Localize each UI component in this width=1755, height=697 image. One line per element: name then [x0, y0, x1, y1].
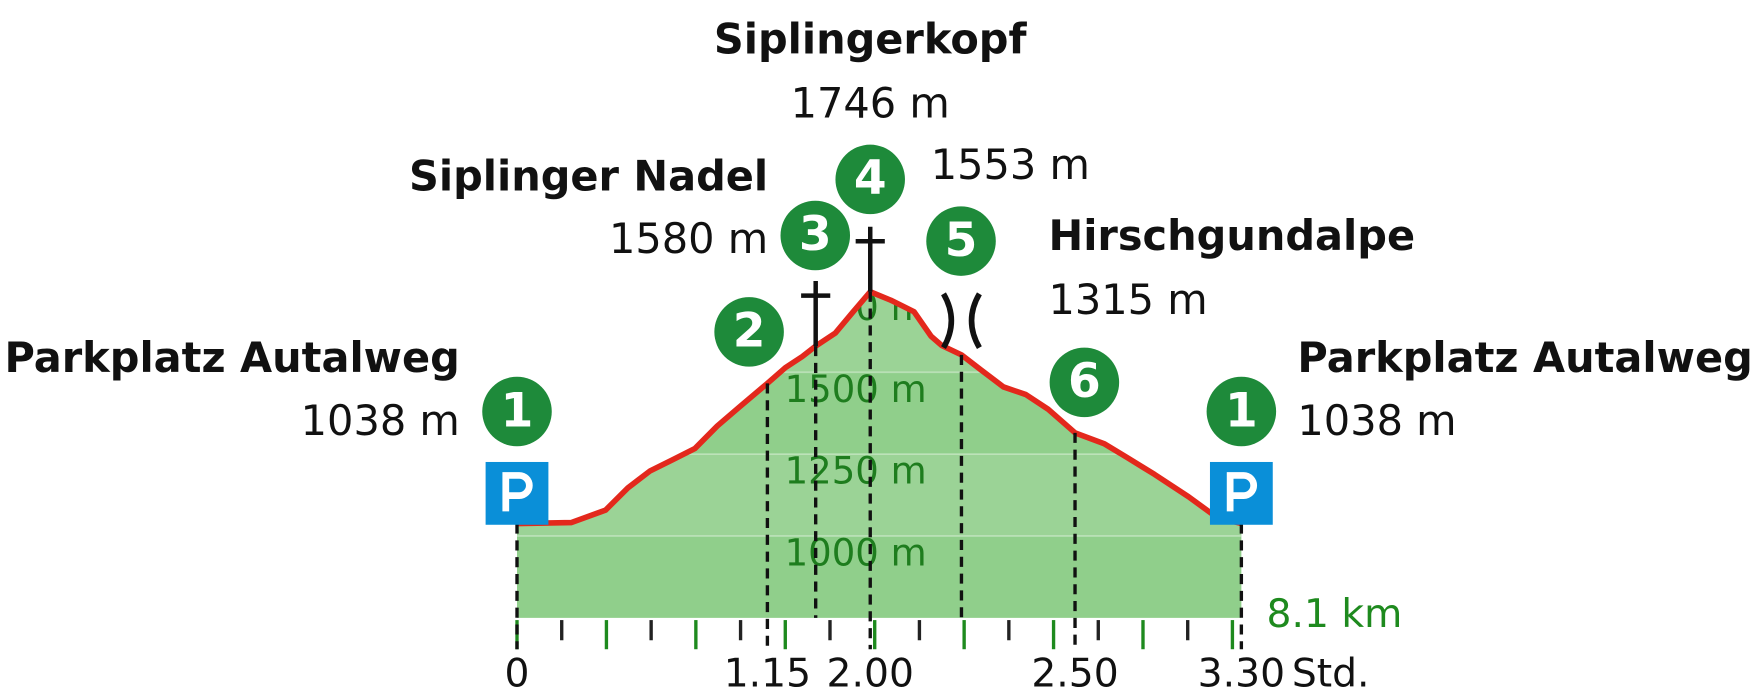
- waypoint-name: Parkplatz Autalweg: [4, 333, 459, 382]
- parking-letter: [502, 472, 533, 512]
- waypoint-name: Hirschgundalpe: [1048, 211, 1415, 260]
- time-label: 3.30: [1198, 652, 1285, 697]
- waypoint-elevation: 1746 m: [791, 79, 950, 128]
- waypoint-number: 5: [945, 213, 978, 268]
- waypoint-number: 6: [1068, 354, 1101, 409]
- waypoint-marker: [1049, 347, 1120, 418]
- waypoint-marker: [926, 206, 996, 276]
- time-label: 1.15: [724, 652, 811, 697]
- waypoint-number: 3: [799, 207, 832, 262]
- waypoint-marker: [835, 144, 905, 215]
- waypoint-elevation: 1038 m: [301, 396, 460, 445]
- waypoint-name: Siplinger Nadel: [409, 151, 768, 200]
- time-label: 2.50: [1031, 652, 1118, 697]
- time-unit: Std.: [1292, 652, 1370, 697]
- y-tick-label: 1500 m: [785, 368, 927, 411]
- waypoint-elevation: 1580 m: [609, 214, 768, 263]
- waypoint-marker: [780, 200, 851, 271]
- profile-area: [517, 291, 1242, 618]
- waypoint-number: 1: [501, 383, 534, 438]
- waypoint-marker: [714, 297, 784, 367]
- distance-label: 8.1 km: [1267, 592, 1403, 637]
- waypoint-name: Parkplatz Autalweg: [1297, 333, 1752, 382]
- waypoint-marker: [482, 376, 552, 447]
- pass-icon: [941, 292, 982, 350]
- waypoint-number: 1: [1225, 383, 1258, 438]
- time-label: 0: [505, 652, 530, 697]
- parking-letter: [1226, 472, 1258, 512]
- waypoint-number: 4: [854, 151, 887, 206]
- waypoint-marker: [1206, 376, 1277, 447]
- y-tick-label: 1000 m: [785, 532, 927, 575]
- waypoint-name: Siplingerkopf: [714, 15, 1028, 64]
- waypoint-number: 2: [733, 304, 766, 359]
- y-tick-label: 1250 m: [785, 450, 927, 493]
- waypoint-elevation: 1038 m: [1297, 396, 1456, 445]
- profile-line: [516, 288, 1243, 527]
- time-label: 2.00: [827, 652, 914, 697]
- waypoint-elevation: 1315 m: [1048, 275, 1207, 324]
- waypoint-elevation: 1553 m: [931, 140, 1090, 189]
